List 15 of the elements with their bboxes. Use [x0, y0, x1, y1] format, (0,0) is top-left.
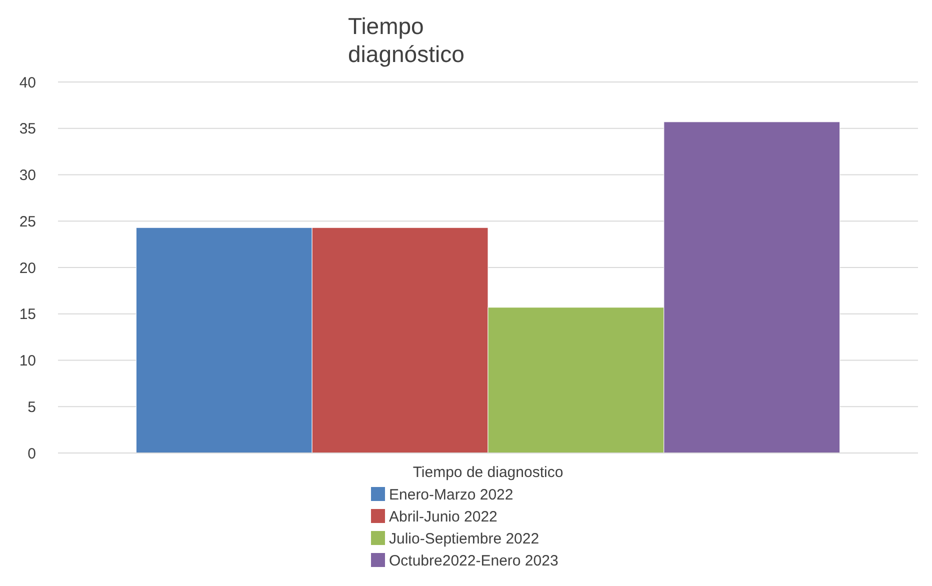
y-tick-label: 15 [19, 306, 36, 324]
y-tick-label: 5 [28, 398, 36, 416]
y-tick-label: 0 [28, 445, 36, 462]
y-tick-label: 20 [19, 260, 36, 277]
y-tick-label: 40 [19, 74, 36, 92]
legend-label: Abril-Junio 2022 [389, 508, 498, 526]
y-tick-label: 10 [19, 352, 36, 370]
legend-label: Julio-Septiembre 2022 [389, 530, 540, 548]
y-tick-label: 25 [19, 213, 36, 230]
chart-title: Tiempo diagnóstico [348, 13, 464, 67]
legend-label: Octubre2022-Enero 2023 [389, 552, 558, 570]
legend-label: Enero-Marzo 2022 [389, 486, 514, 504]
y-tick-label: 35 [19, 120, 36, 138]
y-tick-label: 30 [19, 167, 36, 184]
x-tick-label: Tiempo de diagnostico [412, 464, 564, 481]
